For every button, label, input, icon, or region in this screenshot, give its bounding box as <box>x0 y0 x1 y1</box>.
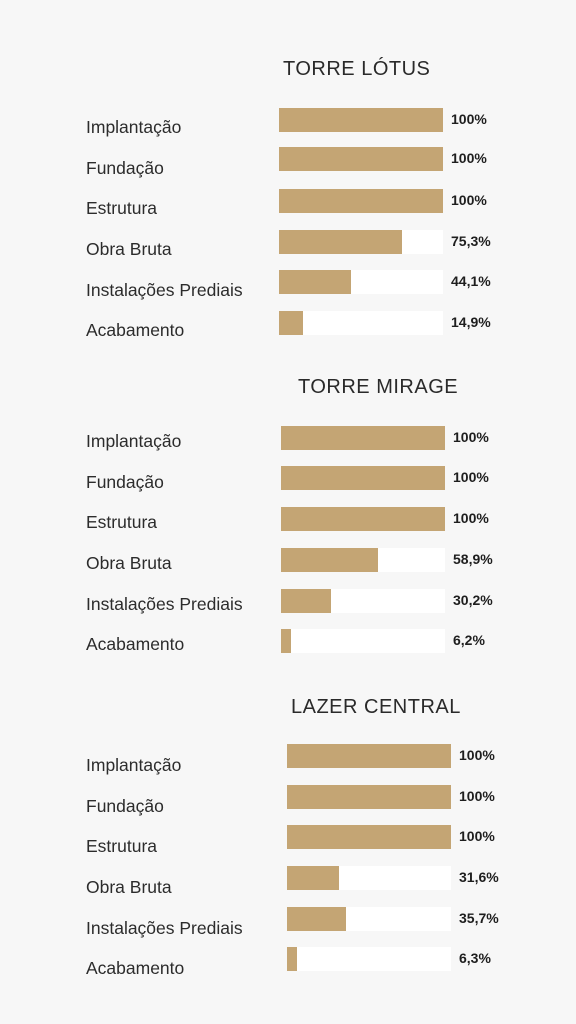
progress-bar-track <box>279 270 443 294</box>
progress-bar-fill <box>287 866 339 890</box>
stage-label: Fundação <box>86 472 164 492</box>
progress-bar-track <box>279 230 443 254</box>
stage-label: Instalações Prediais <box>86 280 243 300</box>
progress-bar-fill <box>287 744 451 768</box>
progress-value-label: 100% <box>459 747 495 763</box>
progress-bar-track <box>287 947 451 971</box>
progress-value-label: 6,3% <box>459 950 491 966</box>
progress-value-label: 100% <box>459 788 495 804</box>
progress-bar-track <box>281 629 445 653</box>
progress-value-label: 100% <box>453 510 489 526</box>
stage-label: Acabamento <box>86 320 185 340</box>
progress-bar-fill <box>287 785 451 809</box>
progress-bar-track <box>281 426 445 450</box>
progress-bar-track <box>281 466 445 490</box>
progress-bar-track <box>287 866 451 890</box>
stage-label: Acabamento <box>86 958 185 978</box>
section-title: TORRE LÓTUS <box>283 58 431 80</box>
section-title: LAZER CENTRAL <box>291 696 461 718</box>
progress-bar-fill <box>287 825 451 849</box>
progress-bar-fill <box>279 311 304 335</box>
stage-label: Implantação <box>86 755 182 775</box>
progress-value-label: 35,7% <box>459 910 499 926</box>
progress-bar-fill <box>281 629 292 653</box>
progress-value-label: 30,2% <box>453 592 493 608</box>
progress-bar-fill <box>279 108 443 132</box>
stage-label: Estrutura <box>86 512 157 532</box>
progress-bar-track <box>279 108 443 132</box>
progress-bar-fill <box>279 230 403 254</box>
stage-label: Fundação <box>86 158 164 178</box>
stage-label: Acabamento <box>86 634 185 654</box>
progress-bar-track <box>279 311 443 335</box>
progress-value-label: 6,2% <box>453 632 485 648</box>
progress-bar-fill <box>281 466 445 490</box>
progress-bar-track <box>281 548 445 572</box>
stage-label: Estrutura <box>86 198 157 218</box>
progress-bar-fill <box>281 548 378 572</box>
section-title: TORRE MIRAGE <box>298 376 459 398</box>
progress-bar-track <box>287 907 451 931</box>
progress-bar-fill <box>281 507 445 531</box>
stage-label: Instalações Prediais <box>86 594 243 614</box>
stage-label: Obra Bruta <box>86 239 172 259</box>
progress-bar-track <box>281 589 445 613</box>
stage-label: Obra Bruta <box>86 877 172 897</box>
progress-value-label: 100% <box>459 828 495 844</box>
progress-bar-fill <box>287 947 298 971</box>
progress-bar-fill <box>287 907 346 931</box>
progress-bar-fill <box>281 426 445 450</box>
progress-bar-track <box>287 785 451 809</box>
progress-value-label: 58,9% <box>453 551 493 567</box>
stage-label: Implantação <box>86 431 182 451</box>
progress-bar-fill <box>279 189 443 213</box>
progress-bar-fill <box>281 589 331 613</box>
progress-value-label: 14,9% <box>451 314 491 330</box>
progress-bar-fill <box>279 270 352 294</box>
progress-value-label: 31,6% <box>459 869 499 885</box>
progress-value-label: 100% <box>451 111 487 127</box>
progress-value-label: 75,3% <box>451 233 491 249</box>
progress-bar-fill <box>279 147 443 171</box>
stage-label: Estrutura <box>86 836 157 856</box>
progress-value-label: 100% <box>451 150 487 166</box>
progress-bar-track <box>287 744 451 768</box>
stage-label: Fundação <box>86 796 164 816</box>
progress-value-label: 44,1% <box>451 273 491 289</box>
progress-bar-track <box>281 507 445 531</box>
progress-value-label: 100% <box>453 469 489 485</box>
stage-label: Obra Bruta <box>86 553 172 573</box>
progress-bar-track <box>287 825 451 849</box>
stage-label: Instalações Prediais <box>86 918 243 938</box>
progress-bar-track <box>279 147 443 171</box>
progress-value-label: 100% <box>451 192 487 208</box>
progress-bar-track <box>279 189 443 213</box>
progress-value-label: 100% <box>453 429 489 445</box>
stage-label: Implantação <box>86 117 182 137</box>
